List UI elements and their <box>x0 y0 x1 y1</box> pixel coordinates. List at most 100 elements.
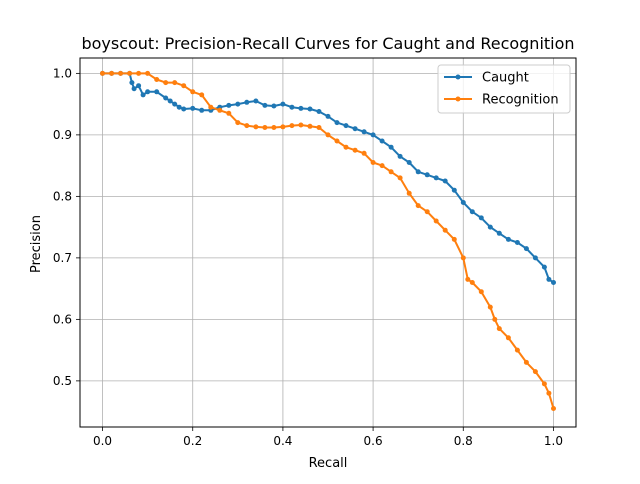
data-point-caught <box>289 104 295 110</box>
data-point-recognition <box>478 289 484 295</box>
data-point-recognition <box>487 304 493 310</box>
data-point-recognition <box>325 132 331 138</box>
data-point-caught <box>140 92 146 98</box>
data-point-recognition <box>551 406 556 411</box>
x-tick-label: 0.8 <box>454 434 473 448</box>
data-point-caught <box>226 102 232 108</box>
data-point-caught <box>406 160 412 165</box>
data-point-caught <box>370 132 376 138</box>
data-point-recognition <box>361 150 367 156</box>
data-point-recognition <box>280 124 286 130</box>
data-point-recognition <box>334 138 340 144</box>
data-point-caught <box>298 105 304 111</box>
data-point-recognition <box>469 280 475 285</box>
y-tick-label: 0.5 <box>53 374 72 388</box>
legend-swatch-marker <box>455 74 461 80</box>
data-point-recognition <box>433 218 439 224</box>
data-point-caught <box>244 99 250 105</box>
data-point-recognition <box>253 124 259 130</box>
data-point-recognition <box>109 70 115 76</box>
data-point-caught <box>176 104 182 110</box>
y-tick-label: 0.9 <box>53 128 72 142</box>
data-point-recognition <box>145 70 151 76</box>
data-point-caught <box>532 255 538 261</box>
data-point-recognition <box>415 203 421 209</box>
data-point-recognition <box>163 80 169 86</box>
data-point-recognition <box>127 70 133 76</box>
data-point-recognition <box>465 276 471 282</box>
data-point-caught <box>487 224 493 230</box>
data-point-recognition <box>226 110 232 116</box>
data-point-caught <box>551 280 556 285</box>
data-point-caught <box>469 209 475 215</box>
data-point-caught <box>131 86 137 92</box>
data-point-caught <box>415 169 421 175</box>
data-point-recognition <box>406 190 412 196</box>
data-point-recognition <box>496 326 502 332</box>
data-point-recognition <box>514 347 520 353</box>
data-point-caught <box>397 153 403 159</box>
data-point-recognition <box>343 144 349 150</box>
data-point-recognition <box>492 316 498 322</box>
legend-label: Caught <box>482 71 529 86</box>
data-point-recognition <box>235 120 241 126</box>
legend-item-recognition: Recognition <box>444 93 559 108</box>
data-point-recognition <box>181 83 187 89</box>
data-point-recognition <box>190 89 196 95</box>
data-point-recognition <box>546 390 552 396</box>
data-point-caught <box>424 172 430 178</box>
data-point-recognition <box>316 125 322 130</box>
data-point-recognition <box>388 169 394 175</box>
y-tick-label: 1.0 <box>53 66 72 80</box>
data-point-recognition <box>172 80 178 86</box>
data-point-recognition <box>352 147 358 153</box>
data-point-caught <box>262 102 268 108</box>
data-point-caught <box>271 103 277 109</box>
data-point-caught <box>523 246 529 252</box>
data-point-recognition <box>154 77 160 82</box>
data-point-caught <box>307 106 313 112</box>
data-point-recognition <box>136 70 142 76</box>
series-caught <box>100 70 556 285</box>
data-point-recognition <box>208 104 214 110</box>
data-point-recognition <box>379 163 385 169</box>
data-point-caught <box>451 187 457 193</box>
data-point-caught <box>190 105 196 111</box>
data-point-caught <box>181 106 187 112</box>
data-point-caught <box>280 101 286 107</box>
data-point-recognition <box>442 227 448 233</box>
data-point-recognition <box>460 255 466 261</box>
data-point-recognition <box>118 70 124 76</box>
data-point-caught <box>460 200 466 205</box>
x-tick-label: 1.0 <box>544 434 563 448</box>
data-point-recognition <box>397 175 403 181</box>
data-point-recognition <box>271 125 277 130</box>
series-recognition <box>100 70 556 411</box>
data-point-recognition <box>244 123 250 129</box>
legend-item-caught: Caught <box>444 71 529 86</box>
data-point-caught <box>129 80 135 86</box>
data-point-recognition <box>541 381 547 387</box>
series-layer <box>100 70 556 411</box>
x-axis-label: Recall <box>309 456 348 471</box>
x-tick-label: 0.2 <box>183 434 202 448</box>
x-tick-label: 0.6 <box>364 434 383 448</box>
data-point-recognition <box>289 123 295 129</box>
data-point-caught <box>145 89 151 95</box>
data-point-recognition <box>532 369 538 375</box>
data-point-recognition <box>424 209 430 215</box>
data-point-caught <box>433 175 439 181</box>
plot-frame <box>79 57 577 428</box>
legend-swatch-marker <box>455 96 461 102</box>
data-point-caught <box>352 126 358 132</box>
data-point-caught <box>388 144 394 150</box>
data-point-recognition <box>307 123 313 129</box>
data-point-caught <box>136 83 142 89</box>
data-point-caught <box>546 276 552 282</box>
x-tick-label: 0.4 <box>273 434 292 448</box>
data-point-recognition <box>217 107 223 113</box>
y-tick-label: 0.7 <box>53 251 72 265</box>
tick-layer: 0.0 0.2 0.4 0.6 0.8 1.0 0.5 0.6 0.7 0.8 0.9 1.0 <box>53 66 563 448</box>
